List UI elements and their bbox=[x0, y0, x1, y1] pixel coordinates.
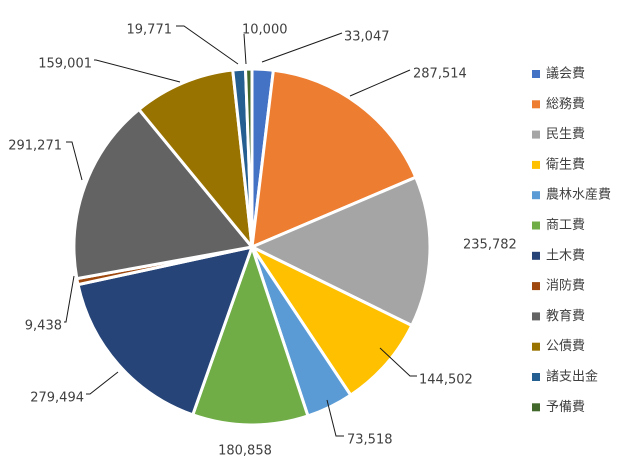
legend-label-3: 民生費 bbox=[546, 127, 585, 142]
leader-line-12 bbox=[243, 33, 247, 65]
data-label-7: 279,494 bbox=[30, 391, 84, 406]
legend-label-6: 商工費 bbox=[546, 218, 585, 233]
data-label-1: 33,047 bbox=[344, 30, 390, 45]
legend-label-9: 教育費 bbox=[546, 308, 585, 324]
data-labels: 33,047 287,514 235,782 144,502 73,518 180,858… bbox=[8, 23, 517, 459]
pie-slice-7 bbox=[76, 244, 255, 417]
legend-label-8: 消防費 bbox=[546, 278, 585, 294]
legend-swatch-4 bbox=[532, 160, 540, 169]
legend-swatch-11 bbox=[532, 373, 540, 381]
pie-slice-4 bbox=[247, 243, 414, 398]
data-label-11: 19,771 bbox=[127, 23, 173, 38]
pie-slice-12 bbox=[243, 67, 254, 248]
legend-label-7: 土木費 bbox=[546, 248, 585, 263]
pie-slice-3 bbox=[248, 175, 432, 328]
leader-line-1 bbox=[261, 32, 343, 63]
legend-label-4: 衛生費 bbox=[546, 157, 585, 172]
legend-swatch-6 bbox=[532, 221, 540, 230]
data-label-12: 10,000 bbox=[242, 23, 288, 38]
data-label-4: 144,502 bbox=[419, 373, 473, 388]
data-label-2: 287,514 bbox=[413, 67, 467, 82]
data-label-5: 73,518 bbox=[347, 433, 393, 448]
pie-slice-10 bbox=[136, 68, 255, 252]
legend-label-5: 農林水産費 bbox=[546, 187, 611, 203]
pie-slices bbox=[72, 67, 432, 427]
data-label-6: 180,858 bbox=[218, 444, 272, 459]
data-label-9: 291,271 bbox=[8, 139, 62, 154]
legend-label-12: 予備費 bbox=[546, 399, 585, 415]
pie-slice-6 bbox=[190, 242, 310, 427]
leader-line-2 bbox=[349, 69, 411, 97]
legend-label-10: 公債費 bbox=[546, 339, 585, 354]
leader-line-10 bbox=[94, 59, 181, 83]
data-label-10: 159,001 bbox=[38, 57, 92, 72]
legend-swatch-12 bbox=[532, 403, 540, 412]
pie-slice-9 bbox=[72, 107, 255, 281]
leader-line-11 bbox=[176, 25, 239, 65]
legend-swatch-10 bbox=[532, 342, 540, 351]
legend-label-2: 総務費 bbox=[546, 97, 585, 112]
leader-line-9 bbox=[66, 141, 83, 181]
data-label-3: 235,782 bbox=[463, 238, 517, 253]
legend-swatch-5 bbox=[532, 191, 540, 200]
legend-swatch-8 bbox=[532, 282, 540, 291]
legend-swatch-1 bbox=[532, 70, 540, 78]
leader-line-7 bbox=[86, 371, 119, 395]
legend-label-1: 議会費 bbox=[546, 67, 585, 82]
leader-line-4 bbox=[379, 347, 417, 377]
legend-swatch-3 bbox=[532, 130, 540, 139]
leader-line-5 bbox=[326, 399, 344, 437]
legend-swatch-9 bbox=[532, 312, 540, 321]
legend-swatch-2 bbox=[532, 100, 540, 109]
pie-slice-2 bbox=[250, 68, 418, 250]
legend-label-11: 諸支出金 bbox=[546, 369, 598, 385]
leader-line-8 bbox=[64, 275, 75, 323]
data-label-8: 9,438 bbox=[25, 319, 62, 334]
legend-swatch-7 bbox=[532, 251, 540, 260]
